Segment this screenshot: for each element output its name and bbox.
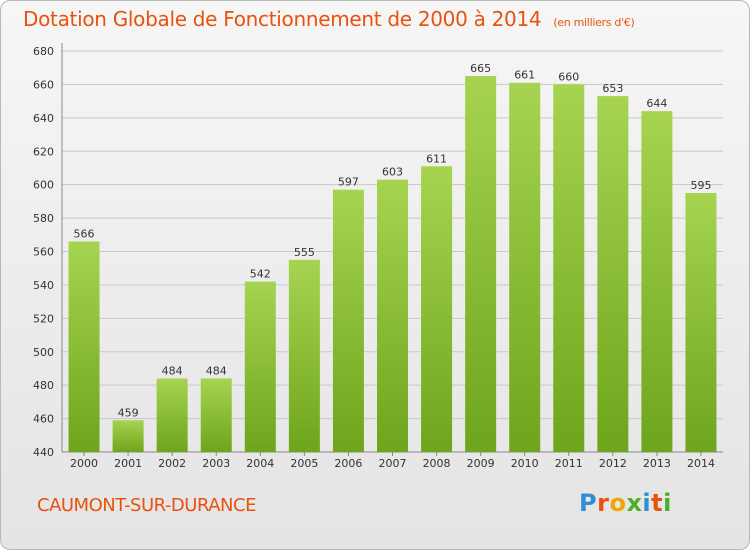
bar-value-label: 459 [118,406,139,419]
bar-value-label: 597 [338,176,359,189]
bar-value-label: 566 [74,227,95,240]
logo-letter: x [626,489,643,517]
bar [641,111,673,453]
y-tick-label: 540 [33,279,54,292]
x-tick-label: 2012 [599,457,627,470]
bar [597,96,629,453]
bars [68,76,717,453]
x-tick-label: 2009 [467,457,495,470]
x-tick-label: 2007 [379,457,407,470]
x-tick-labels: 2000 2001 2002 2003 2004 2005 2006 2007 2008 2009… [70,457,715,470]
logo-letter: t [651,489,664,517]
bar [68,241,100,452]
y-tick-labels: 440 460 480 500 520 540 560 580 600 620 640 660 680 [33,45,54,459]
y-tick-label: 600 [33,179,54,192]
bar [509,82,541,452]
bar-value-label: 484 [162,364,183,377]
x-tick-label: 2011 [555,457,583,470]
bar-value-label: 661 [514,69,535,82]
bar [465,76,497,452]
bar [244,281,276,452]
chart-title-text: Dotation Globale de Fonctionnement de 20… [23,7,542,31]
logo-letter: P [579,489,598,517]
commune-name: CAUMONT-SUR-DURANCE [37,495,256,516]
y-tick-label: 640 [33,112,54,125]
y-tick-label: 440 [33,446,54,459]
x-tick-label: 2005 [290,457,318,470]
x-tick-label: 2014 [687,457,715,470]
bar-value-label: 595 [690,179,711,192]
x-tick-label: 2006 [334,457,362,470]
logo-letter: i [642,489,652,517]
y-tick-label: 560 [33,246,54,259]
y-tick-label: 480 [33,379,54,392]
y-tick-label: 620 [33,145,54,158]
x-tick-label: 2004 [246,457,274,470]
x-tick-label: 2003 [202,457,230,470]
x-tick-label: 2000 [70,457,98,470]
bar-value-label: 660 [558,70,579,83]
chart-title: Dotation Globale de Fonctionnement de 20… [23,7,635,31]
x-tick-label: 2002 [158,457,186,470]
bar-value-label: 611 [426,152,447,165]
bar [112,420,144,452]
y-tick-label: 520 [33,312,54,325]
bar-value-label: 665 [470,62,491,75]
bar [156,378,188,452]
y-tick-label: 460 [33,413,54,426]
x-tick-label: 2013 [643,457,671,470]
bar-value-label: 542 [250,268,271,281]
logo-letter: i [663,489,672,517]
y-tick-label: 500 [33,346,54,359]
bar-value-label: 484 [206,364,227,377]
bar-value-label: 555 [294,246,315,259]
y-tick-label: 580 [33,212,54,225]
logo-letter: o [609,489,627,517]
chart-unit: (en milliers d'€) [553,16,635,29]
logo-letter: r [597,489,610,517]
bar [332,189,364,452]
bar-value-label: 644 [646,97,667,110]
bar-value-label: 603 [382,166,403,179]
bar [421,166,453,452]
bar [685,193,717,453]
x-tick-label: 2008 [423,457,451,470]
x-tick-label: 2010 [511,457,539,470]
y-tick-label: 660 [33,78,54,91]
x-tick-label: 2001 [114,457,142,470]
bar [553,84,585,453]
bar [377,179,408,452]
value-labels: 566 459 484 484 542 555 597 603 611 665 661 660 653 6… [74,62,712,419]
bar [288,259,320,452]
proxiti-logo: Proxiti [579,489,672,517]
y-tick-label: 680 [33,45,54,58]
bar-value-label: 653 [602,82,623,95]
bar [200,378,232,452]
